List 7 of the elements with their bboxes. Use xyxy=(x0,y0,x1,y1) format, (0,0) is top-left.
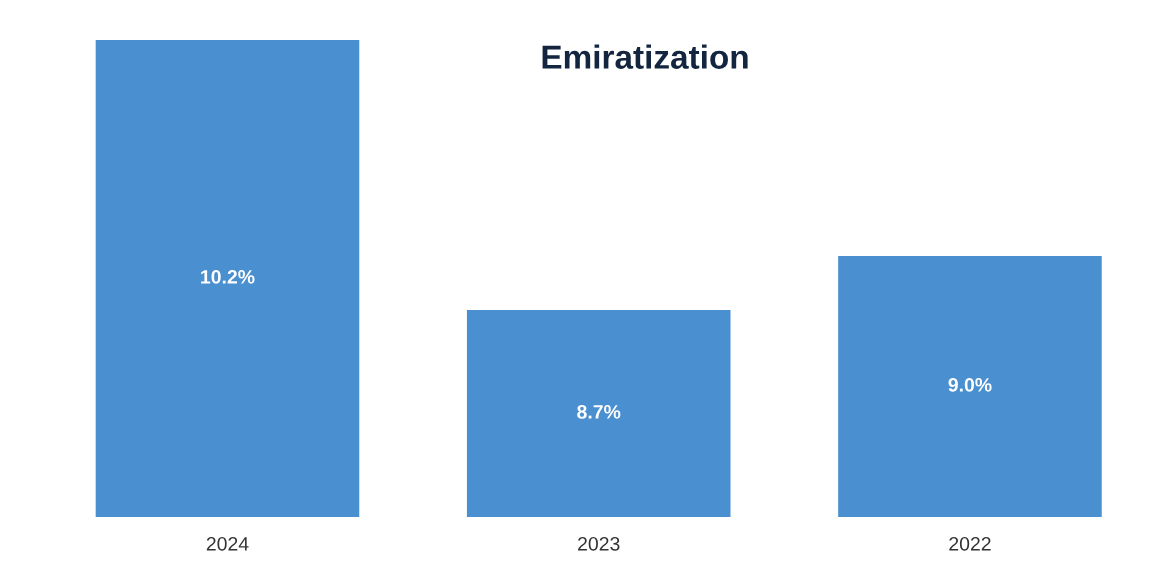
data-label: 10.2% xyxy=(201,269,255,284)
chart-title: Emiratization xyxy=(542,44,748,69)
x-tick-label: 2022 xyxy=(949,536,991,551)
data-label: 9.0% xyxy=(948,377,992,392)
x-tick-label: 2024 xyxy=(206,536,249,551)
x-tick-label: 2023 xyxy=(578,536,620,551)
data-label: 8.7% xyxy=(577,404,621,419)
